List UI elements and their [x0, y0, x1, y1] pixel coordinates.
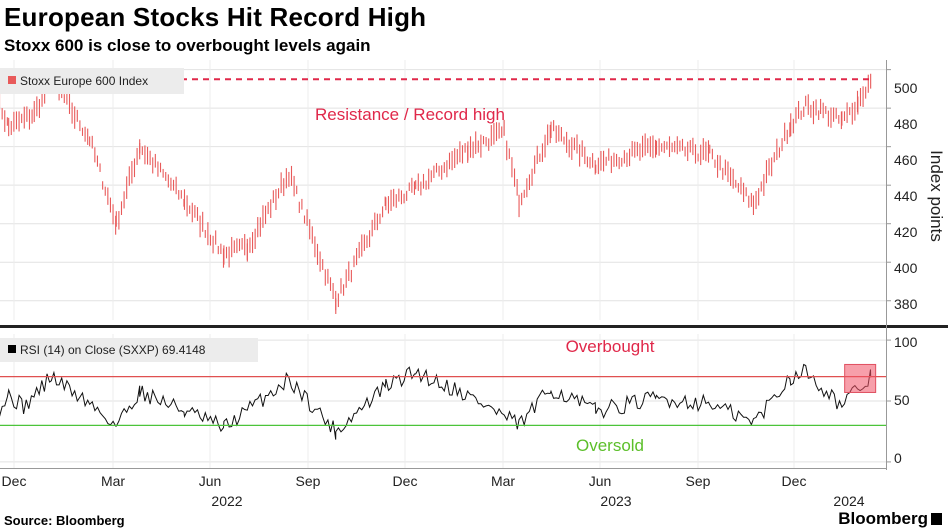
legend-price: Stoxx Europe 600 Index: [20, 74, 148, 88]
x-tick-label: Dec: [393, 473, 418, 489]
x-tick-label: Sep: [686, 473, 711, 489]
y-tick-label: 480: [894, 116, 918, 132]
legend-price-bg: [0, 68, 184, 94]
rsi-highlight-box: [844, 363, 877, 393]
x-tick-label: Jun: [589, 473, 612, 489]
oversold-label: Oversold: [576, 436, 644, 455]
legend-price-swatch: [8, 76, 16, 84]
source-note: Source: Bloomberg: [4, 513, 125, 528]
brand-square-icon: [931, 513, 942, 525]
x-year-label: 2024: [833, 493, 864, 509]
legend-rsi-swatch: [8, 345, 16, 353]
rsi-line: [0, 363, 872, 440]
brand-text: Bloomberg: [838, 509, 928, 528]
chart-subtitle: Stoxx 600 is close to overbought levels …: [4, 36, 371, 55]
y-tick-label: 400: [894, 260, 918, 276]
price-series: [0, 69, 872, 314]
y-tick-label: 380: [894, 296, 918, 312]
y-tick-label: 420: [894, 224, 918, 240]
x-year-label: 2022: [211, 493, 242, 509]
y-tick-label: 0: [894, 450, 902, 466]
x-tick-label: Mar: [491, 473, 515, 489]
rsi-series: [0, 363, 872, 440]
chart-title: European Stocks Hit Record High: [4, 2, 427, 32]
resistance-label: Resistance / Record high: [315, 105, 505, 124]
x-tick-label: Jun: [199, 473, 222, 489]
x-tick-label: Mar: [101, 473, 125, 489]
y-tick-label: 440: [894, 188, 918, 204]
x-year-label: 2023: [600, 493, 631, 509]
y-axis-title: Index points: [927, 150, 946, 242]
legend-rsi-bg: [0, 338, 258, 362]
x-tick-label: Dec: [782, 473, 807, 489]
legend-rsi: RSI (14) on Close (SXXP) 69.4148: [20, 343, 206, 357]
y-tick-label: 500: [894, 80, 918, 96]
x-tick-label: Sep: [296, 473, 321, 489]
x-tick-label: Dec: [2, 473, 27, 489]
y-tick-label: 50: [894, 392, 910, 408]
brand-logo: Bloomberg: [838, 509, 942, 529]
y-tick-label: 460: [894, 152, 918, 168]
overbought-label: Overbought: [566, 337, 655, 356]
y-tick-label: 100: [894, 334, 918, 350]
